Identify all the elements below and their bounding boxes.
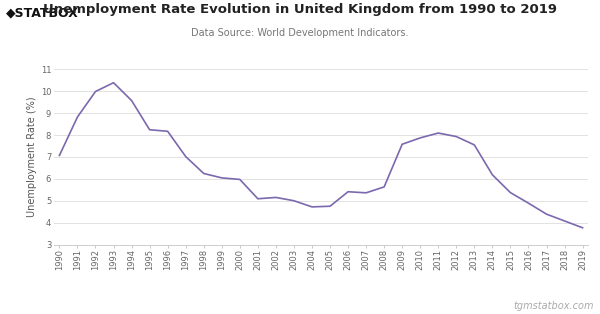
Text: Data Source: World Development Indicators.: Data Source: World Development Indicator… [191,28,409,38]
Text: tgmstatbox.com: tgmstatbox.com [514,301,594,311]
Text: ◆STATBOX: ◆STATBOX [6,6,79,19]
Text: Unemployment Rate Evolution in United Kingdom from 1990 to 2019: Unemployment Rate Evolution in United Ki… [43,3,557,16]
Y-axis label: Unemployment Rate (%): Unemployment Rate (%) [26,97,37,217]
